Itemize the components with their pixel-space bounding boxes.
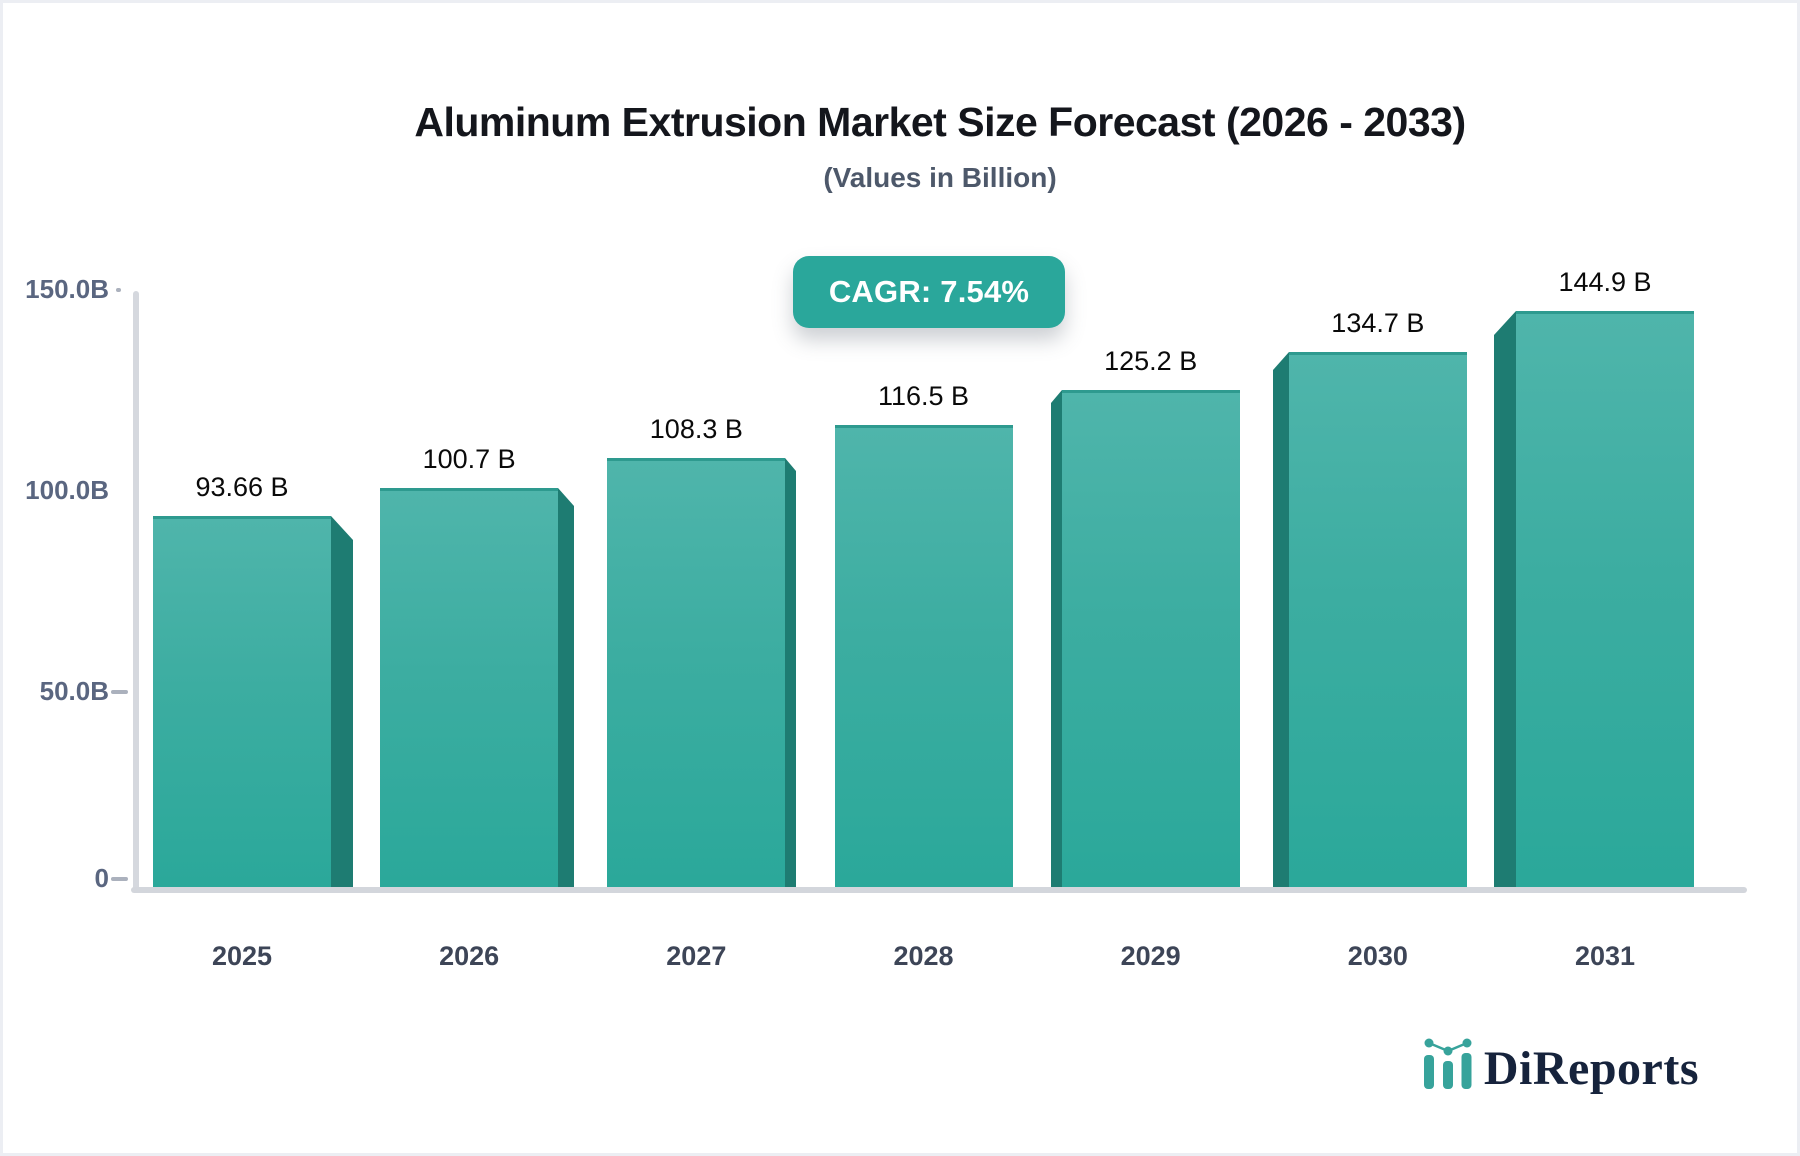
- cagr-badge-label: CAGR: 7.54%: [828, 274, 1030, 309]
- bar: [1062, 390, 1240, 893]
- bar: [607, 458, 785, 893]
- bar-3d-side: [1051, 390, 1062, 893]
- bar: [380, 488, 558, 893]
- x-axis-line: [131, 887, 1747, 893]
- y-tick-label: 150.0B: [25, 274, 109, 304]
- bar: [835, 425, 1013, 893]
- plot-area: 150.0B 100.0B 50.0B 0 93.66 B 2025 100.7 B 2026…: [3, 3, 1797, 1153]
- y-tick-mark: [116, 288, 121, 292]
- bar-3d-side: [558, 488, 574, 893]
- bar-value-label: 108.3 B: [649, 414, 743, 444]
- cagr-badge: CAGR: 7.54%: [793, 256, 1065, 328]
- y-tick-label: 0: [94, 863, 109, 893]
- x-tick-label: 2026: [439, 941, 500, 971]
- bar-value-label: 100.7 B: [422, 444, 516, 474]
- chart-header: Aluminum Extrusion Market Size Forecast …: [133, 99, 1747, 194]
- chart-subtitle: (Values in Billion): [823, 162, 1057, 194]
- bar: [153, 516, 331, 893]
- bar-3d-side: [1273, 352, 1289, 893]
- bar-value-label: 116.5 B: [877, 381, 970, 411]
- y-axis-line: [133, 291, 139, 893]
- brand-logo: DiReports: [1422, 1031, 1699, 1093]
- bar-value-label: 134.7 B: [1331, 308, 1425, 338]
- bar: [1289, 352, 1467, 893]
- x-tick-label: 2031: [1574, 941, 1636, 971]
- bar: [1516, 311, 1694, 893]
- y-tick-mark: [111, 877, 128, 881]
- bar-3d-side: [1494, 311, 1516, 893]
- y-tick-label: 100.0B: [25, 475, 109, 505]
- bar-value-label: 93.66 B: [195, 472, 289, 502]
- chart-title: Aluminum Extrusion Market Size Forecast …: [414, 99, 1466, 145]
- logo-text: DiReports: [1483, 1042, 1699, 1095]
- y-tick-mark: [111, 690, 128, 694]
- bar-value-label: 125.2 B: [1104, 346, 1198, 376]
- x-tick-label: 2030: [1347, 941, 1408, 971]
- x-tick-label: 2027: [666, 941, 727, 971]
- bar-3d-side: [331, 516, 353, 893]
- x-tick-label: 2029: [1120, 941, 1181, 971]
- bar-value-label: 144.9 B: [1558, 267, 1652, 297]
- bar-line-chart-icon: [1423, 1038, 1472, 1089]
- y-tick-label: 50.0B: [39, 676, 109, 706]
- x-tick-label: 2028: [893, 941, 954, 971]
- x-tick-label: 2025: [211, 941, 273, 971]
- bar-3d-side: [785, 458, 796, 893]
